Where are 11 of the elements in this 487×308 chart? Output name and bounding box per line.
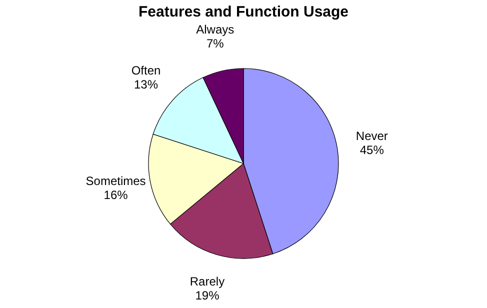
data-label: 16% — [104, 188, 128, 202]
slice-label: Never — [356, 129, 388, 144]
data-label: 7% — [206, 36, 224, 51]
slice-label: Sometimes — [86, 174, 146, 188]
slice-label: Rarely — [190, 274, 225, 288]
data-label: 13% — [134, 78, 158, 92]
slice-label: Always — [196, 22, 234, 37]
slice-label: Often — [131, 64, 161, 78]
data-label: 45% — [360, 143, 384, 158]
data-label: 19% — [195, 288, 220, 302]
chart-title: Features and Function Usage — [138, 4, 349, 21]
